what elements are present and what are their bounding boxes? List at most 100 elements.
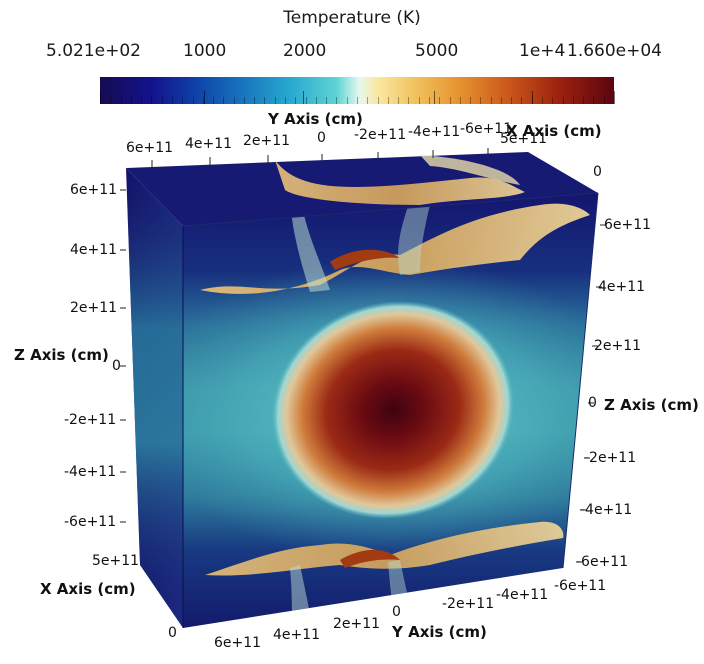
tick-label: -2e+11 <box>354 127 407 143</box>
tick-label: -6e+11 <box>460 121 513 137</box>
colorbar-minor-tick <box>521 97 523 104</box>
colorbar-minor-tick <box>583 97 585 104</box>
colorbar-minor-tick <box>182 97 184 104</box>
tick-label: -6e+11 <box>576 554 629 570</box>
colorbar-minor-tick <box>490 97 492 104</box>
lower-plume <box>205 521 564 576</box>
colorbar-minor-tick <box>346 97 348 104</box>
colorbar-minor-tick <box>408 97 410 104</box>
tick-label: -4e+11 <box>580 502 633 518</box>
tick-label: 0 <box>317 130 326 146</box>
colorbar-minor-tick <box>202 97 204 104</box>
colorbar-major-tick <box>434 91 436 104</box>
tick-label: 5e+11 <box>500 131 548 147</box>
colorbar-minor-tick <box>264 97 266 104</box>
colorbar-tick-label: 2000 <box>283 41 327 61</box>
tick-label: 4e+11 <box>185 136 233 152</box>
tick-label: -4e+11 <box>408 124 461 140</box>
tick-label: 0 <box>392 604 401 620</box>
colorbar-minor-tick <box>213 97 215 104</box>
colorbar-minor-tick <box>305 97 307 104</box>
colorbar-tick-label: 1.660e+04 <box>567 41 663 61</box>
tick-label: 2e+11 <box>333 616 381 632</box>
tick-label: 6e+11 <box>214 635 262 651</box>
colorbar-tick-label: 5000 <box>415 41 459 61</box>
colorbar-minor-tick <box>171 97 173 104</box>
colorbar-minor-tick <box>130 97 132 104</box>
colorbar-minor-tick <box>141 97 143 104</box>
colorbar-minor-tick <box>285 97 287 104</box>
colorbar-minor-tick <box>151 97 153 104</box>
upper-plume <box>200 203 590 294</box>
colorbar-minor-tick <box>593 97 595 104</box>
colorbar-minor-tick <box>449 97 451 104</box>
y-axis-title-top: Y Axis (cm) <box>268 110 363 128</box>
colorbar-major-tick <box>531 91 533 104</box>
tick-label: -4e+11 <box>64 464 117 480</box>
tick-label: 2e+11 <box>594 338 642 354</box>
colorbar-minor-tick <box>295 97 297 104</box>
tick-label: 4e+11 <box>70 242 118 258</box>
colorbar-minor-tick <box>326 97 328 104</box>
colorbar-minor-tick <box>552 97 554 104</box>
x-axis-title-top: X Axis (cm) <box>506 122 602 140</box>
tick-label: 4e+11 <box>273 627 321 643</box>
x-axis-title-left: X Axis (cm) <box>40 580 136 598</box>
colorbar-minor-tick <box>562 97 564 104</box>
tick-label: 6e+11 <box>604 217 652 233</box>
tick-label: 0 <box>168 625 177 641</box>
colorbar-minor-tick <box>500 97 502 104</box>
colorbar-minor-tick <box>603 97 605 104</box>
colorbar-major-tick <box>303 91 305 104</box>
colorbar-minor-tick <box>418 97 420 104</box>
colorbar-minor-tick <box>387 97 389 104</box>
colorbar-minor-tick <box>398 97 400 104</box>
tick-label: -2e+11 <box>64 412 117 428</box>
colorbar-minor-tick <box>542 97 544 104</box>
temperature-colorbar <box>100 77 615 104</box>
colorbar-tick-label: 1e+4 <box>519 41 566 61</box>
colorbar-major-tick <box>204 91 206 104</box>
y-axis-title-bottom: Y Axis (cm) <box>392 623 487 641</box>
tick-label: -2e+11 <box>442 596 495 612</box>
colorbar-major-tick <box>100 91 101 104</box>
tick-label: -6e+11 <box>554 578 607 594</box>
colorbar-minor-tick <box>459 97 461 104</box>
z-axis-title-left: Z Axis (cm) <box>14 346 109 364</box>
tick-label: 2e+11 <box>243 133 291 149</box>
colorbar-minor-tick <box>357 97 358 104</box>
hot-core <box>271 301 515 519</box>
colorbar-minor-tick <box>161 97 163 104</box>
colorbar-minor-tick <box>223 97 225 104</box>
tick-label: 5e+11 <box>92 553 140 569</box>
colorbar-minor-tick <box>243 97 245 104</box>
colorbar-minor-tick <box>377 97 379 104</box>
colorbar-minor-tick <box>470 97 472 104</box>
colorbar-minor-tick <box>439 97 441 104</box>
tick-label: -4e+11 <box>496 587 549 603</box>
colorbar-tick-label: 5.021e+02 <box>46 41 142 61</box>
tick-label: 6e+11 <box>70 182 118 198</box>
colorbar-major-tick <box>614 91 615 104</box>
tick-label: 6e+11 <box>126 140 174 156</box>
colorbar-minor-tick <box>315 97 317 104</box>
colorbar-minor-tick <box>367 97 369 104</box>
colorbar-minor-tick <box>120 97 122 104</box>
tick-label: -6e+11 <box>64 514 117 530</box>
colorbar-minor-tick <box>511 97 513 104</box>
colorbar-minor-tick <box>480 97 482 104</box>
colorbar-tick-label: 1000 <box>183 41 227 61</box>
tick-label: 4e+11 <box>598 279 646 295</box>
colorbar-minor-tick <box>233 97 235 104</box>
tick-label: 0 <box>593 164 602 180</box>
colorbar-minor-tick <box>110 97 112 104</box>
tick-label: 2e+11 <box>70 300 118 316</box>
colorbar-minor-tick <box>336 97 338 104</box>
tick-label: 0 <box>588 395 597 411</box>
top-plume <box>275 160 525 205</box>
colorbar-minor-tick <box>192 97 194 104</box>
z-axis-title-right: Z Axis (cm) <box>604 396 699 414</box>
tick-label: 0 <box>112 358 121 374</box>
colorbar-minor-tick <box>428 97 430 104</box>
